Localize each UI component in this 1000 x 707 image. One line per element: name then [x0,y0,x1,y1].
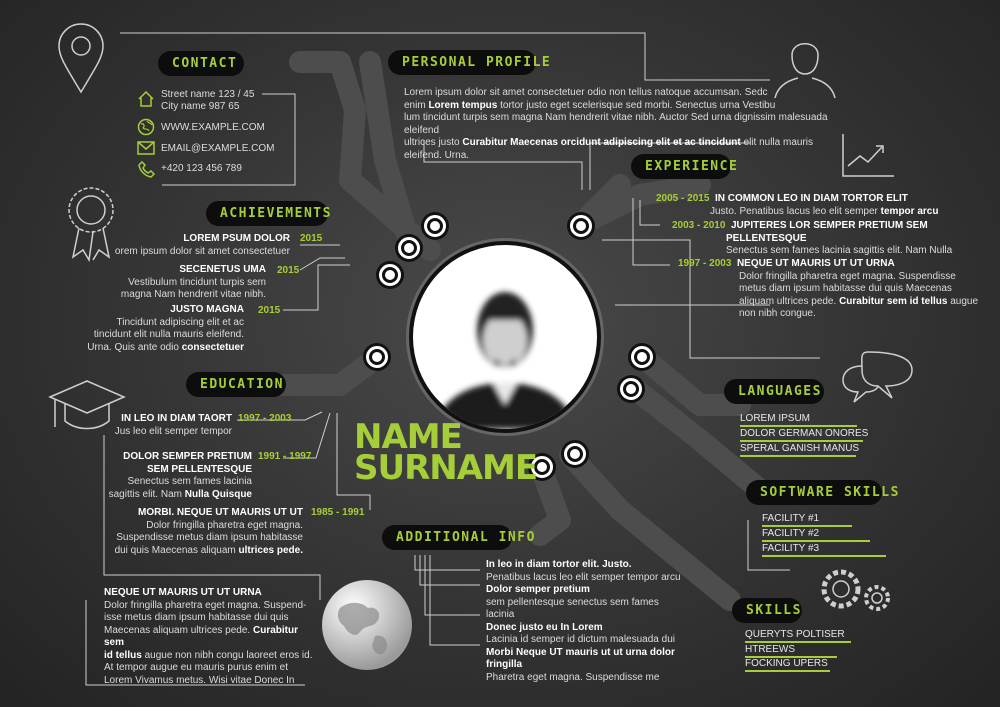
achievement-item: LOREM PSUM DOLOR orem ipsum dolor sit am… [114,233,290,257]
education-years: 1985 - 1991 [311,507,365,518]
language-item: DOLOR GERMAN ONORES [740,428,868,442]
education-years: 1991 - 1997 [258,451,312,462]
experience-item: 2003 - 2010 JUPITERES LOR SEMPER PRETIUM… [672,220,953,256]
bottom-left-block: NEQUE UT MAURIS UT UT URNA Dolor fringil… [104,587,313,686]
education-item: MORBI. NEQUE UT MAURIS UT UT Dolor fring… [114,507,303,556]
language-item: LOREM IPSUM [740,413,857,427]
experience-item: 2005 - 2015 IN COMMON LEO IN DIAM TORTOR… [656,193,939,217]
profile-photo [409,241,601,433]
speech-bubbles-icon [842,351,913,403]
person-icon [774,43,836,99]
achievements-heading: ACHIEVEMENTS [206,201,330,226]
education-item: DOLOR SEMPER PRETIUM SEM PELLENTESQUE Se… [108,451,252,500]
education-heading: EDUCATION [186,372,286,397]
experience-item: 1997 - 2003 NEQUE UT MAURIS UT UT URNA D… [678,258,979,319]
skill-item: QUERYTS POLTISER [745,629,851,643]
gears-icon [821,569,890,611]
profile-line: lum tincidunt turpis sem magna Nam hendr… [404,112,828,136]
education-item: IN LEO IN DIAM TAORT Jus leo elit semper… [114,413,232,437]
contact-heading: CONTACT [158,51,244,76]
skill-item: HTREEWS [745,644,837,658]
skill-item: FOCKING UPERS [745,658,830,672]
world-globe-icon [322,580,412,670]
node-dot [424,215,446,237]
contact-address-line1: Street name 123 / 45 [161,89,255,100]
languages-heading: LANGUAGES [724,379,824,404]
profile-heading: PERSONAL PROFILE [388,50,550,75]
globe-icon [137,118,155,136]
education-years: 1997 - 2003 [238,413,292,424]
name-last: SURNAME [354,448,538,488]
profile-line: Lorem ipsum dolor sit amet consectetuer … [404,87,768,98]
envelope-icon [137,141,155,155]
profile-line: ultrices justo Curabitur Maecenas orcidu… [404,137,814,161]
achievement-item: JUSTO MAGNA Tincidunt adipiscing elit et… [87,304,244,353]
home-icon [138,90,154,107]
node-dot [620,378,642,400]
profile-text: Lorem ipsum dolor sit amet consectetuer … [404,87,844,162]
experience-heading: EXPERIENCE [631,154,737,179]
contact-address-line2: City name 987 65 [161,101,240,112]
software-item: FACILITY #1 [762,513,852,527]
growth-chart-icon [842,134,894,177]
additional-info-text: In leo in diam tortor elit. Justo. Penat… [486,559,681,683]
achievement-year: 2015 [258,305,281,316]
person-silhouette [433,292,577,429]
achievement-year: 2015 [300,233,323,244]
software-item: FACILITY #3 [762,543,886,557]
phone-icon [138,160,156,178]
profile-line: enim Lorem tempus tortor justo eget scel… [404,99,776,111]
node-dot [531,456,553,478]
language-item: SPERAL GANISH MANUS [740,443,859,457]
node-dot [366,346,388,368]
skills-heading: SKILLS [732,598,802,623]
graduation-cap-icon [48,380,126,430]
achievement-year: 2015 [277,265,300,276]
award-ribbon-icon [68,187,114,262]
software-skills-heading: SOFTWARE SKILLS [746,480,898,505]
additional-info-heading: ADDITIONAL INFO [382,525,534,550]
node-dot [564,443,586,465]
contact-email[interactable]: EMAIL@EXAMPLE.COM [161,143,275,154]
node-dot [379,264,401,286]
contact-web[interactable]: WWW.EXAMPLE.COM [161,122,265,133]
location-pin-icon [58,23,104,94]
node-dot [570,215,592,237]
contact-phone[interactable]: +420 123 456 789 [161,163,242,174]
node-dot [631,346,653,368]
node-dot [398,237,420,259]
achievement-item: SECENETUS UMA Vestibulum tincidunt turpi… [120,264,266,300]
software-item: FACILITY #2 [762,528,870,542]
name-first: NAME [354,417,463,457]
